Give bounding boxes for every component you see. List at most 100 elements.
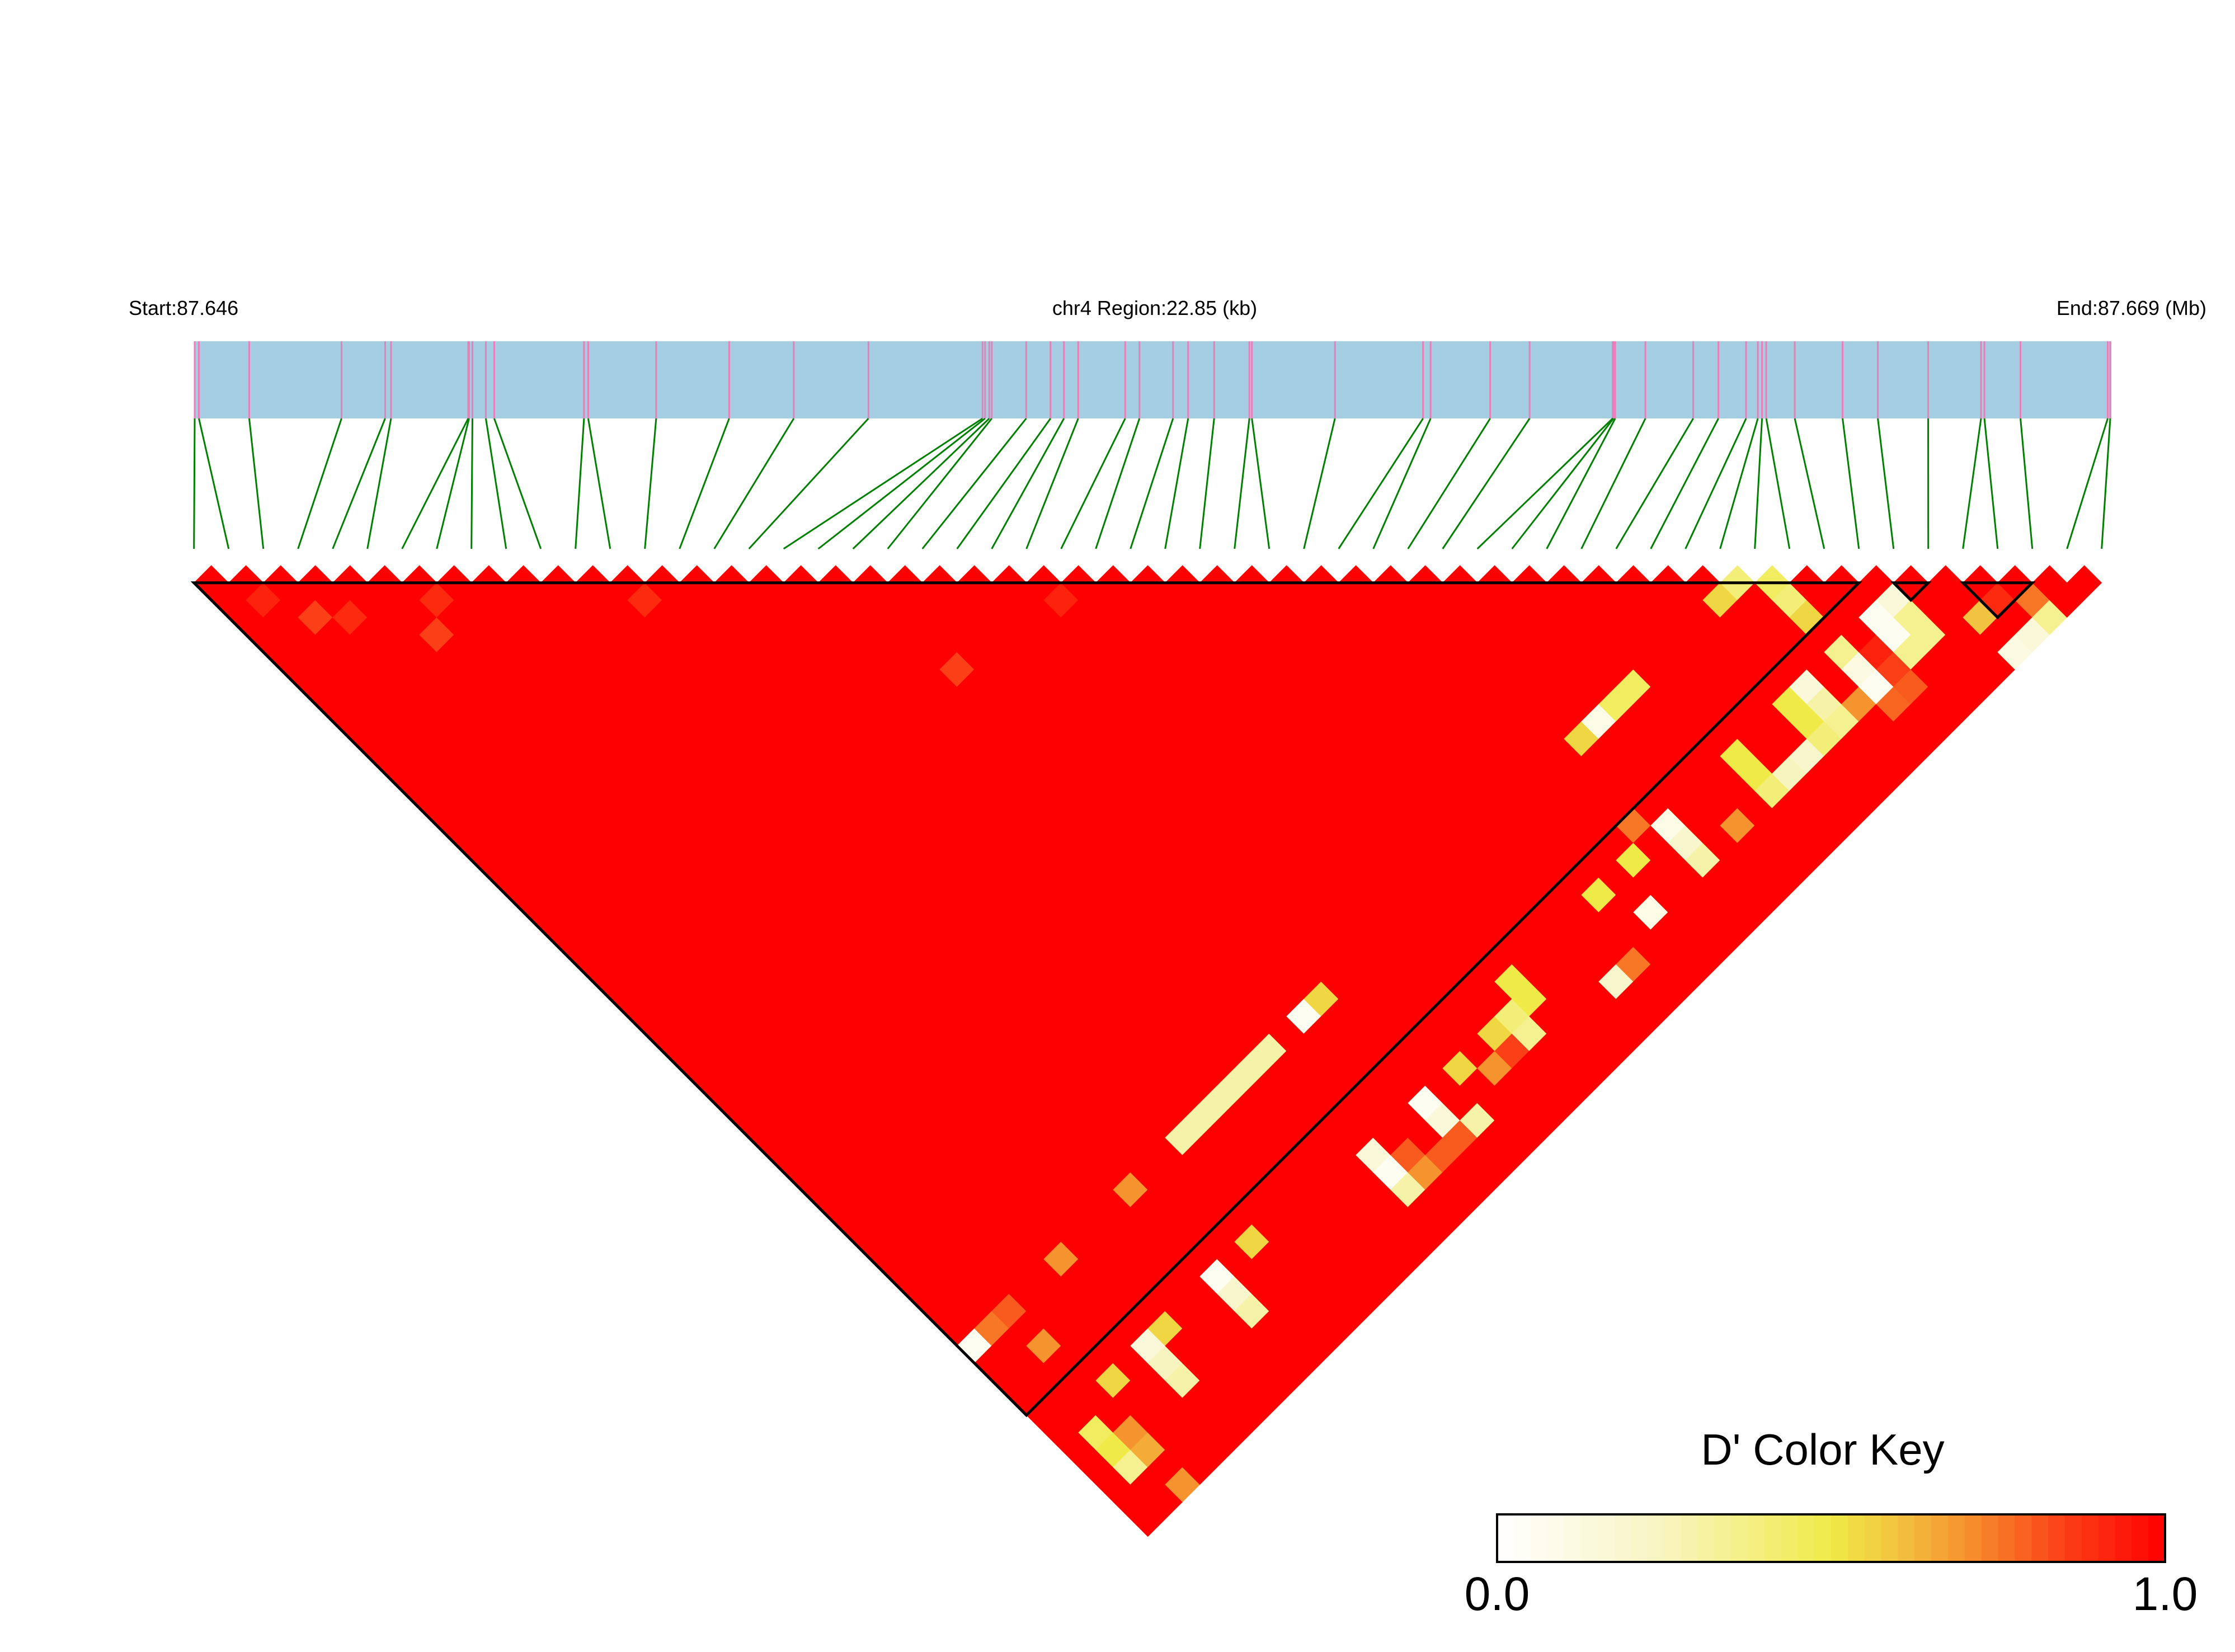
color-key-step (1697, 1514, 1715, 1562)
color-key-max-label: 1.0 (2133, 1568, 2198, 1620)
snp-connector (1962, 418, 1982, 549)
snp-connector (679, 418, 730, 549)
color-key-step (2015, 1514, 2032, 1562)
ld-block-outline (190, 581, 1862, 1418)
color-key-step (1597, 1514, 1615, 1562)
snp-connector (783, 417, 984, 550)
snp-connector (575, 418, 585, 549)
snp-connector (470, 418, 473, 549)
snp-connector-lines (193, 417, 2111, 550)
color-key-step (1914, 1514, 1932, 1562)
ld-cells (194, 565, 2102, 1537)
color-key-step (1864, 1514, 1882, 1562)
color-key-step (1547, 1514, 1565, 1562)
color-key-min-label: 0.0 (1465, 1568, 1530, 1620)
snp-connector (1095, 418, 1141, 549)
color-key-gradient (1497, 1514, 2166, 1562)
snp-connector (1372, 418, 1432, 549)
snp-connector (748, 417, 869, 550)
color-key-step (1580, 1514, 1598, 1562)
color-key-step (1981, 1514, 1999, 1562)
color-key-step (2081, 1514, 2099, 1562)
snp-connector (1615, 418, 1694, 549)
snp-connector (1765, 418, 1791, 549)
color-key-step (1630, 1514, 1648, 1562)
color-key-step (1764, 1514, 1782, 1562)
snp-connector (1794, 418, 1825, 549)
color-key-step (2098, 1514, 2116, 1562)
color-key-step (2048, 1514, 2065, 1562)
snp-connector (2020, 418, 2034, 549)
snp-connector (436, 418, 470, 549)
color-key-step (1714, 1514, 1731, 1562)
color-key-step (1747, 1514, 1765, 1562)
color-key-step (2148, 1514, 2166, 1562)
snp-connector (1025, 418, 1079, 549)
snp-connector (1546, 418, 1616, 549)
snp-connector (1234, 418, 1250, 549)
color-key-step (2132, 1514, 2149, 1562)
gene-track (193, 341, 2111, 550)
snp-connector (248, 418, 265, 549)
snp-connector (713, 418, 795, 549)
snp-connector (484, 418, 507, 549)
snp-connector (1476, 417, 1613, 550)
snp-connector (1199, 418, 1215, 549)
color-key-step (1798, 1514, 1815, 1562)
color-key-step (2031, 1514, 2049, 1562)
ld-block-outline (1959, 581, 2036, 620)
color-key-step (1814, 1514, 1832, 1562)
color-key-title: D' Color Key (1701, 1425, 1944, 1474)
color-key-step (1647, 1514, 1665, 1562)
snp-connector (1407, 418, 1491, 549)
snp-connector (1719, 418, 1759, 549)
color-key-step (1781, 1514, 1799, 1562)
color-key-frame (1496, 1513, 2166, 1563)
snp-connector (921, 418, 1027, 549)
color-key-step (1898, 1514, 1916, 1562)
snp-connector (332, 418, 386, 549)
snp-connector (366, 418, 392, 549)
color-key-step (1998, 1514, 2016, 1562)
color-key-step (1681, 1514, 1698, 1562)
region-start-label: Start:87.646 (129, 296, 238, 319)
color-key-step (1831, 1514, 1848, 1562)
color-key-step (2064, 1514, 2082, 1562)
ld-block-outline (1890, 581, 1932, 603)
snp-connector (852, 417, 990, 550)
color-key-step (1847, 1514, 1865, 1562)
snp-connector (1754, 418, 1763, 549)
snp-connector (1983, 418, 1999, 549)
color-key-step (2115, 1514, 2133, 1562)
snp-position-ticks (194, 341, 2111, 418)
color-key-step (1513, 1514, 1531, 1562)
snp-connector (493, 418, 542, 549)
snp-connector (587, 418, 611, 549)
region-end-label: End:87.669 (Mb) (2057, 296, 2206, 319)
snp-connector (887, 418, 992, 549)
snp-connector (297, 418, 342, 549)
ld-cell (2067, 565, 2102, 601)
snp-connector (401, 418, 469, 549)
snp-connector (1303, 418, 1336, 549)
snp-connector (2101, 418, 2111, 549)
color-key-step (1931, 1514, 1949, 1562)
color-key-step (1964, 1514, 1982, 1562)
snp-connector (1338, 418, 1424, 549)
snp-connector (1685, 418, 1747, 549)
snp-connector (1650, 418, 1719, 549)
snp-connector (1060, 418, 1126, 549)
snp-connector (193, 418, 196, 549)
snp-connector (2066, 418, 2109, 549)
color-key-step (1881, 1514, 1899, 1562)
color-key-step (1497, 1514, 1514, 1562)
region-title-label: chr4 Region:22.85 (kb) (1052, 296, 1257, 319)
snp-connector (1164, 418, 1189, 549)
snp-connector (956, 418, 1051, 549)
color-key-step (1613, 1514, 1631, 1562)
snp-connector (1442, 418, 1531, 549)
snp-connector (644, 418, 657, 549)
color-key-step (1530, 1514, 1548, 1562)
snp-connector (1130, 418, 1174, 549)
